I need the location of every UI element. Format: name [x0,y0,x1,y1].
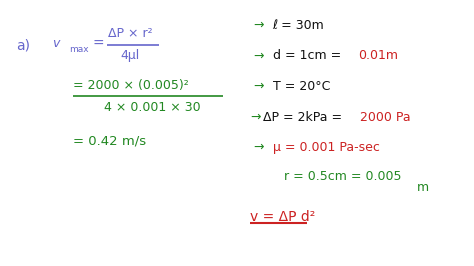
Text: 2000 Pa: 2000 Pa [360,111,411,123]
Text: = 0.42 m/s: = 0.42 m/s [73,135,146,147]
Text: max: max [69,45,88,54]
Text: →: → [254,49,264,62]
Text: →: → [254,141,264,154]
Text: m: m [417,181,429,194]
Text: 0.01m: 0.01m [358,49,398,62]
Text: →: → [254,80,264,93]
Text: r = 0.5cm = 0.005: r = 0.5cm = 0.005 [284,171,402,183]
Text: 4 × 0.001 × 30: 4 × 0.001 × 30 [104,101,201,114]
Text: T = 20°C: T = 20°C [273,80,330,93]
Text: v = ΔP d²: v = ΔP d² [250,210,315,224]
Text: →: → [254,19,264,32]
Text: ΔP = 2kPa =: ΔP = 2kPa = [263,111,346,123]
Text: ΔP × r²: ΔP × r² [108,27,153,40]
Text: →: → [250,111,260,123]
Text: v: v [52,38,60,50]
Text: μ = 0.001 Pa-sec: μ = 0.001 Pa-sec [273,141,379,154]
Text: 4μl: 4μl [121,49,140,62]
Text: ℓ = 30m: ℓ = 30m [273,19,324,32]
Text: = 2000 × (0.005)²: = 2000 × (0.005)² [73,79,189,92]
Text: =: = [92,37,104,51]
Text: d = 1cm =: d = 1cm = [273,49,345,62]
Text: a): a) [17,38,31,52]
